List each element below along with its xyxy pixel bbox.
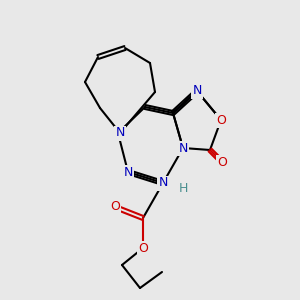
Text: O: O [138, 242, 148, 254]
Text: N: N [192, 85, 202, 98]
Text: N: N [158, 176, 168, 190]
Text: N: N [123, 166, 133, 178]
Text: H: H [178, 182, 188, 194]
Text: O: O [110, 200, 120, 214]
Text: N: N [178, 142, 188, 154]
Text: O: O [216, 113, 226, 127]
Text: O: O [217, 155, 227, 169]
Text: N: N [115, 127, 125, 140]
